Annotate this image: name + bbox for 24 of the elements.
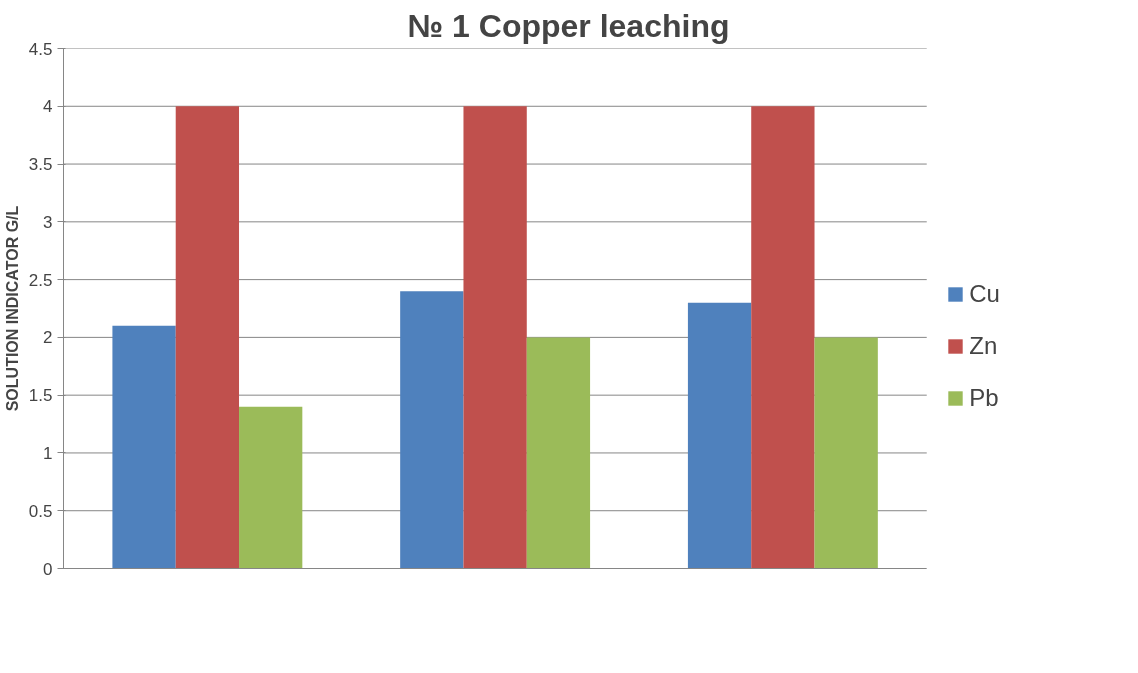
bar [239, 406, 303, 569]
y-tick-label: 1.5 [28, 386, 53, 406]
bar [526, 337, 591, 569]
y-tick-label: 2 [43, 328, 53, 348]
chart-title: № 1 Copper leaching [407, 7, 730, 44]
bar [463, 106, 527, 569]
y-tick-label: 0 [43, 559, 53, 579]
y-tick-label: 0.5 [28, 501, 53, 521]
bar [814, 337, 878, 569]
y-tick-label: 3.5 [28, 155, 53, 175]
bar [112, 325, 176, 569]
y-tick-label: 2.5 [28, 270, 53, 290]
y-tick-label: 4 [43, 97, 53, 117]
y-axis-title: SOLUTION INDICATOR G/L [3, 205, 21, 412]
legend-label: Zn [969, 332, 998, 360]
bar [751, 106, 815, 569]
bar [687, 302, 752, 569]
bar [400, 291, 464, 569]
legend-label: Cu [969, 280, 1000, 308]
y-tick-label: 1 [43, 443, 53, 463]
y-tick-label: 3 [43, 212, 53, 232]
y-tick-label: 4.5 [28, 39, 53, 59]
legend-label: Pb [969, 384, 999, 412]
bar [175, 106, 240, 569]
